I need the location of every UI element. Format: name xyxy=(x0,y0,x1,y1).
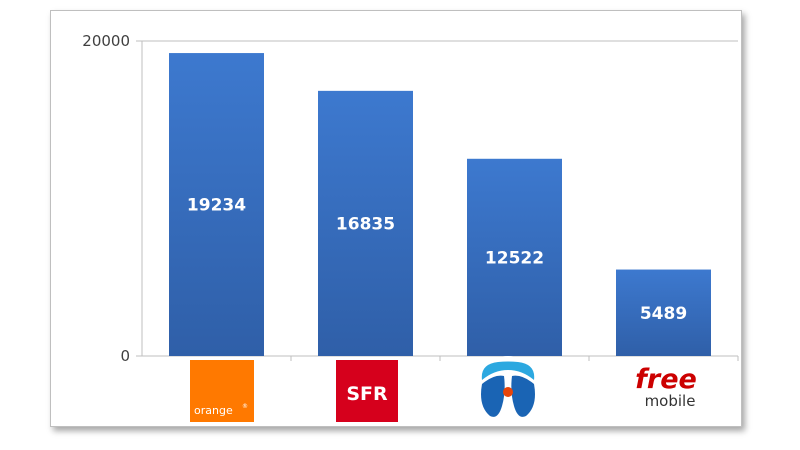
y-axis: 0 20000 xyxy=(82,32,739,365)
bouygues-logo xyxy=(478,356,538,417)
mobile-logo-text: mobile xyxy=(645,392,696,410)
bar-3 xyxy=(616,269,711,356)
bars xyxy=(169,53,711,356)
bar-1 xyxy=(318,90,413,356)
bar-value-label-0: 19234 xyxy=(187,196,246,216)
orange-logo-mark: ® xyxy=(242,403,248,410)
free-mobile-logo: free mobile xyxy=(635,364,697,410)
bar-labels: 19234 16835 12522 5489 xyxy=(187,196,687,324)
bar-value-label-3: 5489 xyxy=(640,304,687,324)
y-tick-label-1: 20000 xyxy=(82,32,130,50)
bar-2 xyxy=(467,158,562,356)
orange-logo: orange ® xyxy=(190,360,254,422)
bar-0 xyxy=(169,53,264,356)
sfr-logo: SFR xyxy=(336,360,398,422)
orange-logo-text: orange xyxy=(194,404,233,417)
y-tick-label-0: 0 xyxy=(120,347,130,365)
bar-value-label-2: 12522 xyxy=(485,248,544,268)
sfr-logo-text: SFR xyxy=(346,383,388,405)
free-logo-text: free xyxy=(635,364,697,395)
bar-value-label-1: 16835 xyxy=(336,214,395,234)
